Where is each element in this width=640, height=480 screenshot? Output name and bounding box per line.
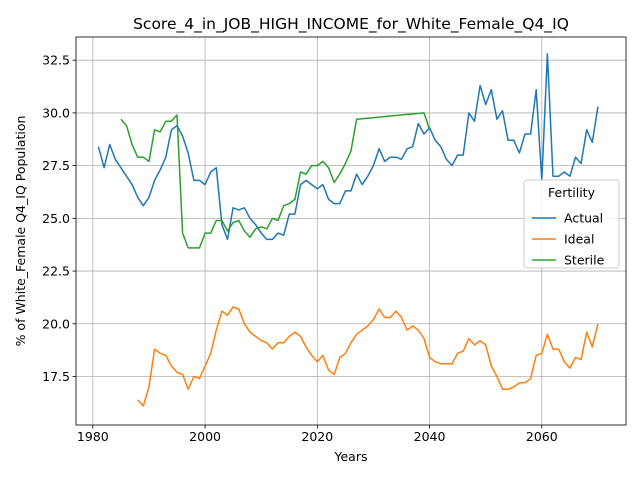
x-axis-title: Years [334,449,368,464]
x-tick-label: 2020 [301,429,333,444]
series-line-ideal [137,306,599,407]
y-tick-label: 27.5 [42,158,70,173]
y-tick-label: 30.0 [42,105,70,120]
y-tick-label: 17.5 [42,369,70,384]
x-tick-label: 2000 [189,429,221,444]
legend-items: Actual Ideal Sterile [532,211,605,268]
y-axis-title: % of White_Female Q4_IQ Population [13,116,28,347]
x-tick-label: 2040 [414,429,446,444]
y-tick-label: 32.5 [42,53,70,68]
legend-box [523,179,620,269]
legend: Fertility Actual Ideal Sterile [523,179,620,269]
legend-title: Fertility [548,185,596,200]
series-line-sterile [120,112,431,249]
y-tick-label: 25.0 [42,211,70,226]
legend-label-ideal: Ideal [564,232,594,247]
x-tick-label: 1980 [77,429,109,444]
y-tick-label: 22.5 [42,264,70,279]
series-lines [97,53,599,407]
plot-area-frame [75,36,627,426]
x-tick-label: 2060 [526,429,558,444]
y-tick-label: 20.0 [42,316,70,331]
legend-label-sterile: Sterile [564,253,605,268]
y-axis-ticks: 17.5 20.0 22.5 25.0 27.5 30.0 32.5 [42,53,76,384]
legend-label-actual: Actual [564,211,603,226]
x-axis-ticks: 1980 2000 2020 2040 2060 [77,425,558,444]
chart-title: Score_4_in_JOB_HIGH_INCOME_for_White_Fem… [133,15,569,34]
series-line-actual [97,53,599,241]
grid [76,37,626,425]
